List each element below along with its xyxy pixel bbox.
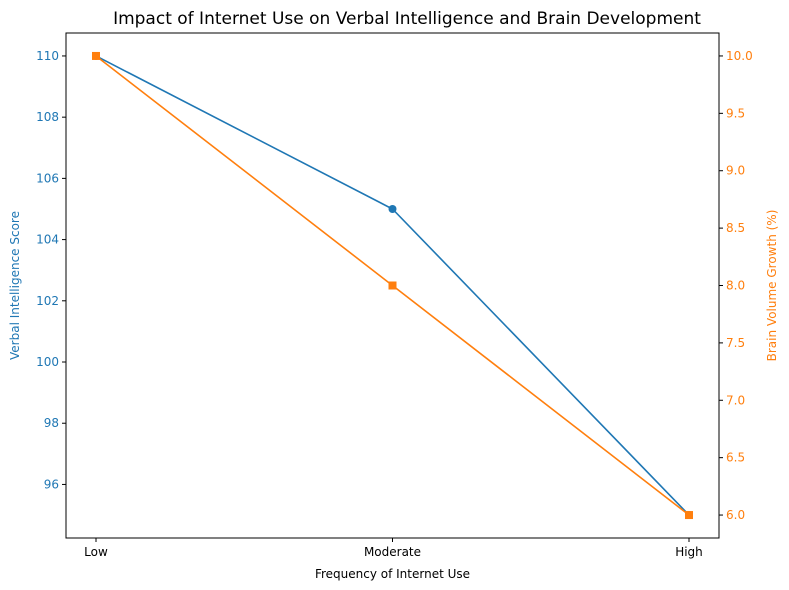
left-tick-label: 102 [36,294,59,308]
series-layer [92,51,693,520]
left-tick-label: 100 [36,355,59,369]
right-tick-label: 6.0 [726,508,745,522]
left-y-axis-ticks: 96 98 100 102 104 106 108 110 [36,49,66,491]
x-tick-label: High [675,545,703,559]
left-y-axis-label: Verbal Intelligence Score [8,211,22,360]
right-tick-label: 7.5 [726,336,745,350]
chart-title: Impact of Internet Use on Verbal Intelli… [113,9,701,29]
right-tick-label: 6.5 [726,451,745,465]
right-tick-label: 9.0 [726,164,745,178]
series-2-point [388,281,397,290]
right-tick-label: 7.0 [726,393,745,407]
x-axis-label: Frequency of Internet Use [315,567,470,581]
right-tick-label: 8.5 [726,221,745,235]
left-tick-label: 98 [44,416,59,430]
x-axis-ticks: Low Moderate High [84,538,703,559]
plot-frame [65,32,720,539]
x-tick-label: Low [84,545,108,559]
left-tick-label: 110 [36,49,59,63]
right-tick-label: 10.0 [726,49,753,63]
x-tick-label: Moderate [364,545,421,559]
right-tick-label: 9.5 [726,106,745,120]
left-tick-label: 104 [36,233,59,247]
right-y-axis-label: Brain Volume Growth (%) [765,210,779,362]
series-1-point [388,204,397,213]
left-tick-label: 96 [44,477,59,491]
right-tick-label: 8.0 [726,279,745,293]
series-2-point [92,51,100,60]
left-tick-label: 106 [36,171,59,185]
left-tick-label: 108 [36,110,59,124]
right-y-axis-ticks: 6.0 6.5 7.0 7.5 8.0 8.5 9.0 9.5 10.0 [719,49,753,522]
series-2-point [685,511,693,520]
